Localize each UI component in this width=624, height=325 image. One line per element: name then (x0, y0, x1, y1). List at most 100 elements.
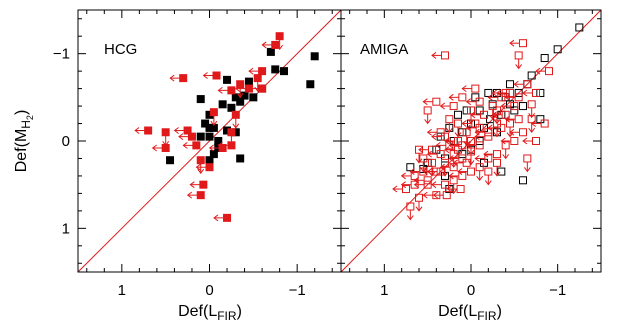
amiga-upper-limit-point (449, 150, 458, 168)
hcg-upper-limit-marker (199, 180, 208, 189)
hcg-upper-limit-point (196, 156, 205, 175)
amiga-upper-limit-arrowhead (463, 140, 471, 147)
amiga-upper-limit-arrowhead (431, 133, 437, 141)
hcg-detection-point (218, 100, 227, 109)
amiga-upper-limit-point (457, 167, 475, 176)
hcg-upper-limit-arrowhead (197, 168, 205, 175)
amiga-equality-line (341, 10, 601, 272)
amiga-upper-limit-arrowhead (431, 181, 437, 189)
amiga-upper-limit-arrowhead (528, 127, 536, 134)
hcg-detection-point (205, 123, 214, 132)
hcg-upper-limit-point (236, 80, 245, 99)
amiga-upper-limit-arrowhead (465, 124, 471, 132)
amiga-upper-limit-point (493, 158, 501, 177)
hcg-detection-point (214, 137, 223, 145)
hcg-upper-limit-point (209, 108, 218, 127)
amiga-detection-point (406, 163, 415, 172)
hcg-upper-limit-marker (253, 74, 262, 83)
amiga-upper-limit-arrowhead (461, 120, 467, 127)
hcg-upper-limit-marker (271, 40, 280, 49)
amiga-detection-point (441, 154, 449, 163)
amiga-upper-limit-point (509, 128, 527, 137)
hcg-upper-limit-point (161, 128, 170, 147)
amiga-upper-limit-marker (458, 93, 467, 102)
hcg-upper-limit-marker (258, 84, 267, 93)
hcg-upper-limit-arrowhead (173, 127, 179, 134)
amiga-upper-limit-marker (488, 102, 497, 111)
amiga-upper-limit-arrowhead (504, 115, 510, 123)
amiga-points (341, 10, 601, 272)
amiga-upper-limit-marker (445, 115, 454, 124)
y-axis-title-subsub: 2 (25, 115, 35, 120)
hcg-upper-limit-marker (212, 71, 221, 80)
amiga-upper-limit-marker (432, 97, 441, 106)
amiga-upper-limit-arrowhead (500, 102, 506, 110)
amiga-upper-limit-arrowhead (432, 191, 439, 199)
hcg-detection-point (166, 156, 175, 165)
amiga-upper-limit-marker (532, 88, 540, 97)
y-axis-title-sub: H (19, 120, 33, 129)
hcg-upper-limit-arrowhead (228, 140, 235, 147)
y-axis-title-main: Def(M (13, 129, 30, 173)
hcg-upper-limit-marker (144, 126, 153, 135)
amiga-detection-point (475, 106, 484, 115)
amiga-detection-point (458, 128, 467, 137)
amiga-upper-limit-marker (540, 119, 549, 128)
hcg-detection-point (249, 93, 258, 102)
amiga-upper-limit-arrowhead (467, 160, 475, 166)
amiga-upper-limit-point (413, 180, 432, 189)
amiga-upper-limit-point (504, 115, 523, 124)
amiga-upper-limit-point (514, 51, 523, 70)
amiga-upper-limit-point (467, 137, 475, 155)
amiga-upper-limit-point (509, 39, 527, 48)
hcg-upper-limit-arrowhead (261, 41, 267, 49)
amiga-upper-limit-marker (449, 102, 458, 111)
hcg-points (78, 10, 341, 272)
amiga-detection-point (536, 88, 545, 97)
hcg-upper-limit-point (217, 86, 236, 95)
amiga-upper-limit-point (406, 202, 415, 221)
amiga-upper-limit-marker (475, 163, 484, 172)
amiga-upper-limit-arrowhead (513, 80, 519, 88)
x-axis-title-left-main: Def(L (178, 303, 217, 320)
amiga-upper-limit-marker (519, 39, 527, 48)
hcg-detection-point (201, 119, 210, 128)
amiga-upper-limit-point (418, 145, 436, 154)
hcg-detection-point (266, 47, 275, 56)
amiga-upper-limit-arrowhead (409, 168, 415, 175)
hcg-x-tick-label: 0 (205, 282, 213, 299)
amiga-detection-point (458, 150, 467, 159)
amiga-upper-limit-marker (523, 154, 532, 163)
amiga-upper-limit-point (475, 163, 484, 182)
hcg-equality-line (78, 10, 341, 272)
hcg-upper-limit-arrowhead (134, 127, 140, 134)
amiga-panel: AMIGA (340, 9, 602, 273)
amiga-upper-limit-point (501, 141, 510, 160)
amiga-upper-limit-arrowhead (446, 185, 452, 193)
amiga-upper-limit-point (488, 102, 497, 120)
amiga-upper-limit-point (392, 185, 410, 194)
amiga-upper-limit-arrowhead (439, 102, 445, 110)
hcg-upper-limit-arrowhead (208, 144, 214, 152)
hcg-upper-limit-point (186, 191, 205, 200)
hcg-upper-limit-marker (179, 74, 188, 83)
amiga-upper-limit-marker (423, 106, 432, 115)
amiga-x-tick-label: 1 (380, 282, 388, 299)
amiga-upper-limit-point (461, 119, 480, 128)
hcg-upper-limit-arrowhead (217, 86, 223, 94)
y-tick-label: 0 (62, 133, 70, 150)
hcg-detection-point (205, 132, 214, 141)
hcg-upper-limit-point (227, 128, 236, 147)
amiga-upper-limit-point (474, 128, 493, 137)
amiga-upper-limit-arrowhead (435, 141, 441, 149)
amiga-upper-limit-point (444, 145, 462, 154)
y-axis-title: Def(MH2) (13, 110, 35, 173)
hcg-upper-limit-marker (227, 86, 236, 95)
amiga-upper-limit-arrowhead (500, 137, 506, 145)
amiga-upper-limit-point (445, 115, 454, 134)
amiga-upper-limit-point (415, 193, 423, 212)
amiga-upper-limit-arrowhead (502, 154, 510, 160)
amiga-upper-limit-arrowhead (483, 150, 489, 158)
amiga-upper-limit-marker (510, 137, 519, 145)
hcg-upper-limit-point (134, 126, 153, 135)
